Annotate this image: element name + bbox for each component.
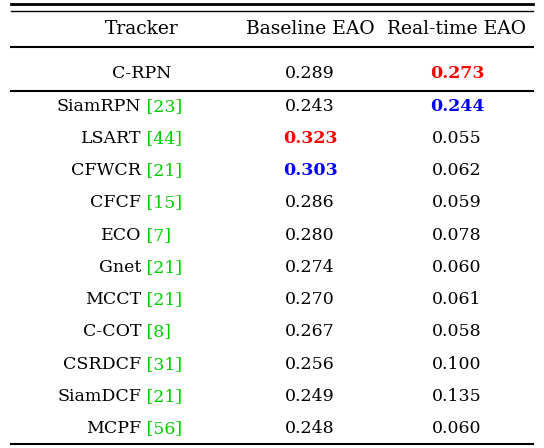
Text: 0.135: 0.135 — [432, 388, 482, 405]
Text: [31]: [31] — [141, 356, 183, 373]
Text: 0.060: 0.060 — [432, 259, 481, 276]
Text: 0.280: 0.280 — [285, 227, 335, 244]
Text: 0.060: 0.060 — [432, 420, 481, 437]
Text: ECO: ECO — [101, 227, 141, 244]
Text: 0.303: 0.303 — [283, 162, 337, 179]
Text: 0.323: 0.323 — [283, 130, 337, 147]
Text: 0.078: 0.078 — [432, 227, 482, 244]
Text: Real-time EAO: Real-time EAO — [387, 20, 527, 38]
Text: Tracker: Tracker — [104, 20, 178, 38]
Text: [56]: [56] — [141, 420, 183, 437]
Text: 0.248: 0.248 — [285, 420, 335, 437]
Text: 0.243: 0.243 — [285, 98, 335, 115]
Text: SiamRPN: SiamRPN — [57, 98, 141, 115]
Text: SiamDCF: SiamDCF — [58, 388, 141, 405]
Text: [21]: [21] — [141, 162, 183, 179]
Text: 0.249: 0.249 — [285, 388, 335, 405]
Text: C-COT: C-COT — [83, 323, 141, 340]
Text: 0.059: 0.059 — [432, 194, 482, 211]
Text: 0.267: 0.267 — [285, 323, 335, 340]
Text: 0.062: 0.062 — [432, 162, 482, 179]
Text: 0.274: 0.274 — [285, 259, 335, 276]
Text: LSART: LSART — [81, 130, 141, 147]
Text: C-RPN: C-RPN — [112, 65, 171, 82]
Text: Gnet: Gnet — [99, 259, 141, 276]
Text: [21]: [21] — [141, 388, 183, 405]
Text: MCCT: MCCT — [85, 291, 141, 308]
Text: 0.289: 0.289 — [285, 65, 335, 82]
Text: CSRDCF: CSRDCF — [63, 356, 141, 373]
Text: [21]: [21] — [141, 291, 183, 308]
Text: 0.244: 0.244 — [430, 98, 484, 115]
Text: Baseline EAO: Baseline EAO — [246, 20, 374, 38]
Text: 0.286: 0.286 — [285, 194, 335, 211]
Text: 0.100: 0.100 — [432, 356, 481, 373]
Text: [7]: [7] — [141, 227, 171, 244]
Text: [21]: [21] — [141, 259, 183, 276]
Text: 0.055: 0.055 — [432, 130, 482, 147]
Text: CFWCR: CFWCR — [71, 162, 141, 179]
Text: 0.256: 0.256 — [285, 356, 335, 373]
Text: CFCF: CFCF — [90, 194, 141, 211]
Text: 0.273: 0.273 — [430, 65, 484, 82]
Text: MCPF: MCPF — [86, 420, 141, 437]
Text: [8]: [8] — [141, 323, 171, 340]
Text: [23]: [23] — [141, 98, 183, 115]
Text: 0.058: 0.058 — [432, 323, 482, 340]
Text: 0.270: 0.270 — [285, 291, 335, 308]
Text: [44]: [44] — [141, 130, 182, 147]
Text: [15]: [15] — [141, 194, 183, 211]
Text: 0.061: 0.061 — [432, 291, 481, 308]
